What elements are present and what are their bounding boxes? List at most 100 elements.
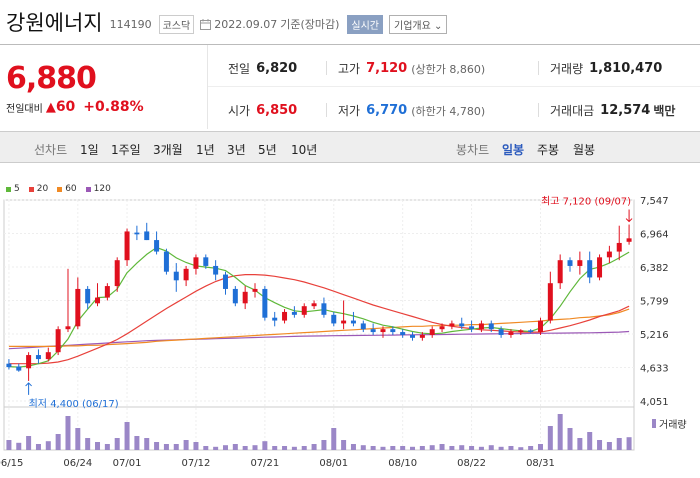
candle-body [518, 330, 524, 333]
separator [538, 61, 539, 75]
upper-limit: (상한가 8,860) [411, 62, 486, 76]
stock-code: 114190 [109, 18, 152, 31]
candle-body [144, 231, 150, 241]
open-label: 시가 [228, 104, 251, 118]
candle-body [321, 303, 327, 315]
volume-bar [252, 445, 258, 450]
volume-bar [213, 446, 219, 450]
legend-swatch [6, 186, 11, 192]
volume-bar [626, 437, 632, 450]
volume-bar [419, 446, 425, 450]
tab-3m[interactable]: 3개월 [153, 143, 183, 157]
tab-5y[interactable]: 5년 [258, 143, 277, 157]
legend-label: 120 [93, 184, 111, 194]
volume-bar [114, 438, 120, 450]
high-label: 고가 [338, 62, 361, 76]
volume-bar [488, 445, 494, 450]
candle-body [85, 288, 91, 304]
candle-body [400, 332, 406, 335]
low-label: 저가 [338, 104, 361, 118]
legend-label: 5 [14, 184, 20, 194]
up-triangle-icon: ▲ [45, 99, 56, 115]
candle-body [232, 288, 238, 304]
candle-body [587, 260, 593, 278]
candle-body [341, 320, 347, 324]
candle-body [163, 251, 169, 272]
candle-body [252, 288, 258, 292]
candle-body [577, 260, 583, 266]
current-price: 6,880 [6, 61, 97, 96]
volume-bar [6, 440, 12, 450]
ma60-line [8, 308, 630, 347]
candle-body [26, 355, 32, 369]
diff-percent: +0.88% [83, 99, 144, 115]
volume-bar [282, 446, 288, 450]
volume-bar [429, 445, 435, 450]
candle-body [597, 257, 603, 278]
open-value: 6,850 [256, 103, 298, 118]
candlestick-chart[interactable]: 7,547 6,964 6,382 5,799 5,216 4,633 4,051 06/15… [0, 180, 700, 478]
candle-body [55, 329, 61, 353]
volume-bar [350, 444, 356, 450]
volume-bar [26, 436, 32, 450]
volume-label: 거래량 [550, 62, 584, 76]
volume-legend: 거래량 [652, 416, 687, 431]
candle-body [104, 286, 110, 298]
legend-ma120: 120 [85, 184, 111, 194]
volume-bar [65, 416, 71, 450]
realtime-button[interactable]: 실시간 [347, 14, 383, 34]
x-tick-label: 06/15 [0, 458, 23, 469]
market-badge: 코스닥 [158, 14, 195, 34]
candle-body [390, 329, 396, 333]
volume-bar [75, 428, 81, 450]
x-tick-label: 07/01 [113, 458, 142, 469]
legend-swatch [85, 186, 91, 192]
metric-high: 고가 7,120 (상한가 8,860) [338, 60, 485, 77]
candle-body [282, 311, 288, 321]
volume-bar [459, 445, 465, 450]
candle-body [311, 303, 317, 307]
legend-label: 60 [65, 184, 77, 194]
candle-body [16, 366, 22, 371]
volume-bar [547, 426, 553, 450]
tab-weekly[interactable]: 주봉 [537, 143, 560, 157]
y-tick-label: 7,547 [640, 196, 669, 207]
volume-bar [537, 444, 543, 450]
legend-label: 20 [36, 184, 49, 194]
corp-info-dropdown[interactable]: 기업개요 ⌄ [389, 14, 448, 34]
ma5-line [8, 246, 630, 368]
volume-bar [518, 447, 524, 450]
candle-body [616, 242, 622, 252]
candle-body [301, 306, 307, 315]
candle-body [528, 330, 534, 333]
volume-bar [616, 438, 622, 450]
candle-body [439, 326, 445, 330]
lower-limit: (하한가 4,780) [411, 104, 486, 118]
volume-bar [577, 438, 583, 450]
tab-1d[interactable]: 1일 [80, 143, 99, 157]
y-tick-label: 4,051 [640, 397, 669, 408]
candle-body [537, 320, 543, 333]
candle-body [350, 320, 356, 324]
volume-bar [272, 446, 278, 450]
candle-body [459, 323, 465, 327]
y-tick-label: 4,633 [640, 364, 669, 375]
metric-volume: 거래량 1,810,470 [550, 60, 662, 77]
tab-1y[interactable]: 1년 [196, 143, 215, 157]
candle-body [449, 323, 455, 327]
x-tick-label: 08/01 [319, 458, 348, 469]
divider [0, 44, 700, 45]
volume-bar [360, 445, 366, 450]
tab-10y[interactable]: 10년 [291, 143, 318, 157]
volume-bar [85, 438, 91, 450]
candle-body [154, 240, 160, 252]
legend-swatch [28, 186, 34, 192]
tab-3y[interactable]: 3년 [227, 143, 246, 157]
divider [208, 86, 700, 87]
volume-bar [390, 446, 396, 450]
chart-frame [3, 199, 635, 451]
tab-1w[interactable]: 1주일 [111, 143, 141, 157]
tab-daily[interactable]: 일봉 [502, 143, 525, 157]
tab-monthly[interactable]: 월봉 [573, 143, 596, 157]
